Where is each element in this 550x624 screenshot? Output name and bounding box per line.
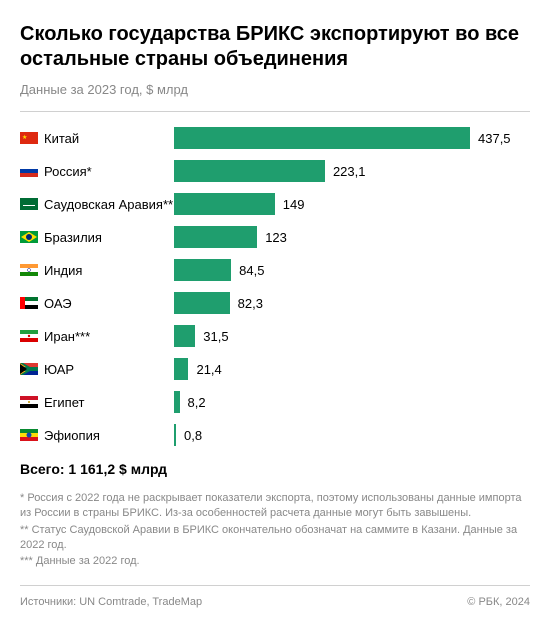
bar bbox=[174, 226, 257, 248]
footnotes: * Россия с 2022 года не раскрывает показ… bbox=[20, 491, 530, 569]
bar bbox=[174, 325, 195, 347]
bar-area: 223,1 bbox=[174, 159, 530, 183]
flag-icon bbox=[20, 264, 38, 276]
flag-icon bbox=[20, 429, 38, 441]
flag-icon bbox=[20, 363, 38, 375]
chart-row: ЮАР 21,4 bbox=[20, 357, 530, 381]
chart-row: Индия 84,5 bbox=[20, 258, 530, 282]
bar bbox=[174, 292, 230, 314]
bar-area: 21,4 bbox=[174, 357, 530, 381]
flag-icon bbox=[20, 297, 38, 309]
bar-area: 8,2 bbox=[174, 390, 530, 414]
footer: Источники: UN Comtrade, TradeMap © РБК, … bbox=[20, 585, 530, 608]
bar bbox=[174, 160, 325, 182]
chart-row: Эфиопия 0,8 bbox=[20, 423, 530, 447]
value-label: 437,5 bbox=[478, 131, 511, 146]
value-label: 123 bbox=[265, 230, 287, 245]
footnote: *** Данные за 2022 год. bbox=[20, 554, 530, 569]
chart-row: Иран*** 31,5 bbox=[20, 324, 530, 348]
total-line: Всего: 1 161,2 $ млрд bbox=[20, 461, 530, 477]
chart-row: ★ Китай 437,5 bbox=[20, 126, 530, 150]
value-label: 84,5 bbox=[239, 263, 264, 278]
bar-area: 82,3 bbox=[174, 291, 530, 315]
sources-text: Источники: UN Comtrade, TradeMap bbox=[20, 596, 202, 608]
chart-row: ОАЭ 82,3 bbox=[20, 291, 530, 315]
divider bbox=[20, 111, 530, 112]
bar bbox=[174, 193, 275, 215]
country-label: Иран*** bbox=[44, 329, 174, 344]
chart-subtitle: Данные за 2023 год, $ млрд bbox=[20, 82, 530, 97]
value-label: 82,3 bbox=[238, 296, 263, 311]
bar-area: 84,5 bbox=[174, 258, 530, 282]
chart-row: Бразилия 123 bbox=[20, 225, 530, 249]
value-label: 8,2 bbox=[188, 395, 206, 410]
country-label: Индия bbox=[44, 263, 174, 278]
country-label: ЮАР bbox=[44, 362, 174, 377]
bar bbox=[174, 259, 231, 281]
footnote: * Россия с 2022 года не раскрывает показ… bbox=[20, 491, 530, 521]
value-label: 21,4 bbox=[196, 362, 221, 377]
bar bbox=[174, 391, 180, 413]
country-label: Китай bbox=[44, 131, 174, 146]
value-label: 0,8 bbox=[184, 428, 202, 443]
bar-chart: ★ Китай 437,5 Россия* 223,1 Саудовская Аравия… bbox=[20, 126, 530, 447]
credit-text: © РБК, 2024 bbox=[467, 596, 530, 608]
chart-row: Саудовская Аравия** 149 bbox=[20, 192, 530, 216]
bar-area: 0,8 bbox=[174, 423, 530, 447]
country-label: Египет bbox=[44, 395, 174, 410]
country-label: ОАЭ bbox=[44, 296, 174, 311]
country-label: Саудовская Аравия** bbox=[44, 197, 174, 212]
svg-text:★: ★ bbox=[22, 134, 27, 141]
footnote: ** Статус Саудовской Аравии в БРИКС окон… bbox=[20, 523, 530, 553]
chart-title: Сколько государства БРИКС экспортируют в… bbox=[20, 22, 530, 72]
bar bbox=[174, 127, 470, 149]
bar-area: 31,5 bbox=[174, 324, 530, 348]
country-label: Россия* bbox=[44, 164, 174, 179]
bar-area: 123 bbox=[174, 225, 530, 249]
bar bbox=[174, 358, 188, 380]
flag-icon bbox=[20, 165, 38, 177]
flag-icon bbox=[20, 396, 38, 408]
country-label: Бразилия bbox=[44, 230, 174, 245]
value-label: 149 bbox=[283, 197, 305, 212]
bar bbox=[174, 424, 176, 446]
flag-icon bbox=[20, 330, 38, 342]
country-label: Эфиопия bbox=[44, 428, 174, 443]
value-label: 223,1 bbox=[333, 164, 366, 179]
flag-icon bbox=[20, 231, 38, 243]
chart-row: Египет 8,2 bbox=[20, 390, 530, 414]
bar-area: 437,5 bbox=[174, 126, 530, 150]
chart-row: Россия* 223,1 bbox=[20, 159, 530, 183]
value-label: 31,5 bbox=[203, 329, 228, 344]
bar-area: 149 bbox=[174, 192, 530, 216]
flag-icon bbox=[20, 198, 38, 210]
flag-icon: ★ bbox=[20, 132, 38, 144]
